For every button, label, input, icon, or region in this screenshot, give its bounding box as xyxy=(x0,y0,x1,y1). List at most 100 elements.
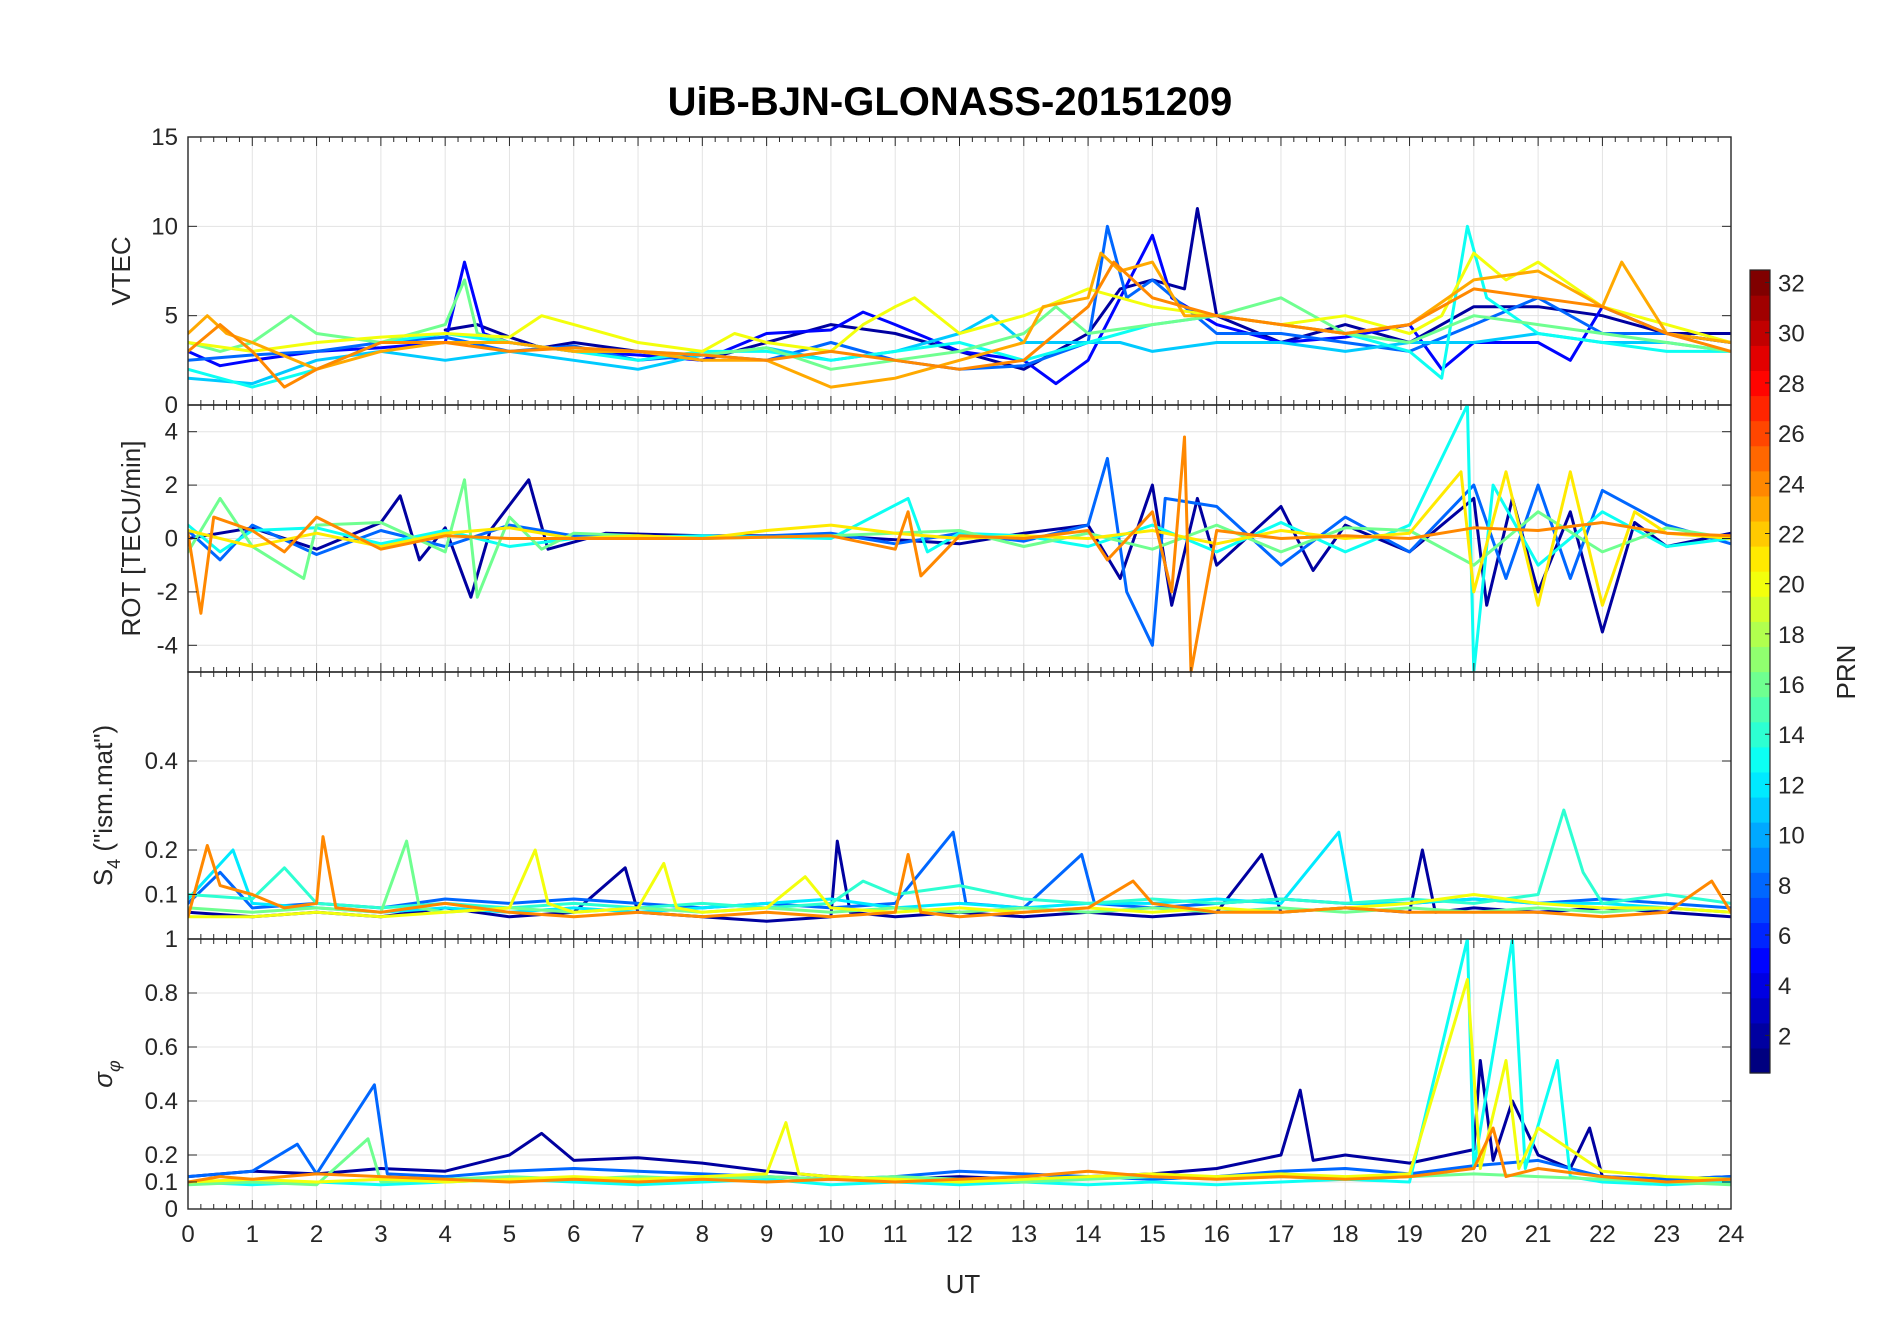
x-tick-label: 5 xyxy=(503,1221,516,1248)
colorbar-segment xyxy=(1750,370,1770,397)
colorbar-segment xyxy=(1750,771,1770,798)
series-group xyxy=(188,207,1731,389)
x-tick-label: 10 xyxy=(818,1221,845,1248)
colorbar-segment xyxy=(1750,972,1770,999)
chart-title: UiB-BJN-GLONASS-20151209 xyxy=(668,80,1233,124)
colorbar-segment xyxy=(1750,947,1770,974)
colorbar-segment xyxy=(1750,671,1770,698)
colorbar-segment xyxy=(1750,847,1770,873)
colorbar-segment xyxy=(1750,997,1770,1024)
y-tick-label: 2 xyxy=(165,472,178,499)
series-group xyxy=(188,808,1731,923)
colorbar-tick-label: 10 xyxy=(1778,823,1805,850)
colorbar-segment xyxy=(1750,445,1770,472)
series-line-prn-16 xyxy=(188,1137,1731,1187)
colorbar-segment xyxy=(1750,470,1770,497)
colorbar-tick-label: 24 xyxy=(1778,471,1805,498)
x-tick-label: 15 xyxy=(1139,1221,1166,1248)
y-tick-label: 15 xyxy=(151,124,178,151)
panel-2: -4 -2 0 2 4 ROT [TECU/min] xyxy=(116,404,1732,673)
colorbar-segment xyxy=(1750,746,1770,773)
x-tick-label: 1 xyxy=(246,1221,259,1248)
panel-1: 0 5 10 15 VTEC xyxy=(106,124,1732,419)
colorbar-segment xyxy=(1750,696,1770,723)
x-tick-label: 7 xyxy=(631,1221,644,1248)
y-tick-label: 1 xyxy=(165,926,178,953)
y-tick-label: 0.1 xyxy=(145,882,178,909)
series-line-prn-24 xyxy=(188,835,1731,919)
colorbar-tick-label: 2 xyxy=(1778,1023,1791,1050)
series-line-prn-24 xyxy=(188,1126,1731,1184)
colorbar-label: PRN xyxy=(1831,645,1861,700)
colorbar-tick-label: 4 xyxy=(1778,973,1791,1000)
series-line-prn-24 xyxy=(188,260,1731,389)
colorbar-segment xyxy=(1750,420,1770,447)
y-tick-label: 0 xyxy=(165,1196,178,1223)
series-group xyxy=(188,405,1731,672)
colorbar-segment xyxy=(1750,1022,1770,1049)
colorbar-tick-label: 20 xyxy=(1778,572,1805,599)
x-tick-label: 2 xyxy=(310,1221,323,1248)
colorbar-segment xyxy=(1750,546,1770,572)
series-line-prn-11 xyxy=(188,314,1731,386)
colorbar-tick-label: 30 xyxy=(1778,321,1805,348)
colorbar-segment xyxy=(1750,270,1770,296)
series-line-prn-8 xyxy=(188,224,1731,371)
series-group xyxy=(188,939,1731,1187)
colorbar-segment xyxy=(1750,395,1770,422)
series-line-prn-20 xyxy=(188,848,1731,919)
colorbar-segment xyxy=(1750,796,1770,823)
y-tick-label: 0.2 xyxy=(145,837,178,864)
colorbar-tick-label: 26 xyxy=(1778,421,1805,448)
x-tick-label: 11 xyxy=(883,1221,908,1248)
colorbar-tick-label: 14 xyxy=(1778,722,1805,749)
series-line-prn-23 xyxy=(188,251,1731,389)
colorbar-segment xyxy=(1750,345,1770,371)
x-axis-label: UT xyxy=(946,1269,981,1299)
y-tick-label: 0 xyxy=(165,526,178,553)
colorbar-segment xyxy=(1750,646,1770,673)
series-line-prn-20 xyxy=(188,978,1731,1184)
y-tick-label: 0.2 xyxy=(145,1142,178,1169)
y-tick-label: 0.4 xyxy=(145,1088,178,1115)
colorbar-segment xyxy=(1750,822,1770,848)
colorbar-segment xyxy=(1750,872,1770,898)
x-tick-label: 3 xyxy=(374,1221,387,1248)
y-axis-label: σφ xyxy=(88,1060,124,1088)
colorbar-tick-label: 22 xyxy=(1778,521,1805,548)
y-tick-label: -2 xyxy=(157,579,178,606)
colorbar-segment xyxy=(1750,295,1770,321)
y-axis-label: S4 ("ism.mat") xyxy=(88,725,124,886)
colorbar-segment xyxy=(1750,922,1770,949)
y-tick-label: 0.6 xyxy=(145,1034,178,1061)
colorbar-tick-label: 6 xyxy=(1778,923,1791,950)
colorbar-segment xyxy=(1750,897,1770,924)
series-line-prn-21 xyxy=(188,470,1731,607)
series-line-prn-2 xyxy=(443,207,1731,371)
y-axis-label: ROT [TECU/min] xyxy=(116,441,146,637)
x-tick-label: 12 xyxy=(946,1221,973,1248)
colorbar-segment xyxy=(1750,721,1770,748)
colorbar-tick-label: 18 xyxy=(1778,622,1805,649)
colorbar-segment xyxy=(1750,1047,1770,1074)
x-tick-label: 0 xyxy=(181,1221,194,1248)
y-tick-label: 0.1 xyxy=(145,1169,178,1196)
x-tick-label: 18 xyxy=(1332,1221,1359,1248)
y-tick-label: 0.4 xyxy=(145,748,178,775)
colorbar-tick-label: 32 xyxy=(1778,271,1805,298)
x-tick-label: 13 xyxy=(1010,1221,1037,1248)
colorbar-segment xyxy=(1750,621,1770,647)
y-tick-label: 0.8 xyxy=(145,980,178,1007)
x-tick-label: 22 xyxy=(1589,1221,1616,1248)
x-tick-label: 14 xyxy=(1075,1221,1102,1248)
x-tick-label: 19 xyxy=(1396,1221,1423,1248)
y-tick-label: 10 xyxy=(151,213,178,240)
y-tick-label: 4 xyxy=(165,419,178,446)
colorbar-tick-label: 28 xyxy=(1778,371,1805,398)
colorbar-tick-label: 12 xyxy=(1778,772,1805,799)
x-tick-label: 16 xyxy=(1203,1221,1230,1248)
x-tick-label: 20 xyxy=(1460,1221,1487,1248)
